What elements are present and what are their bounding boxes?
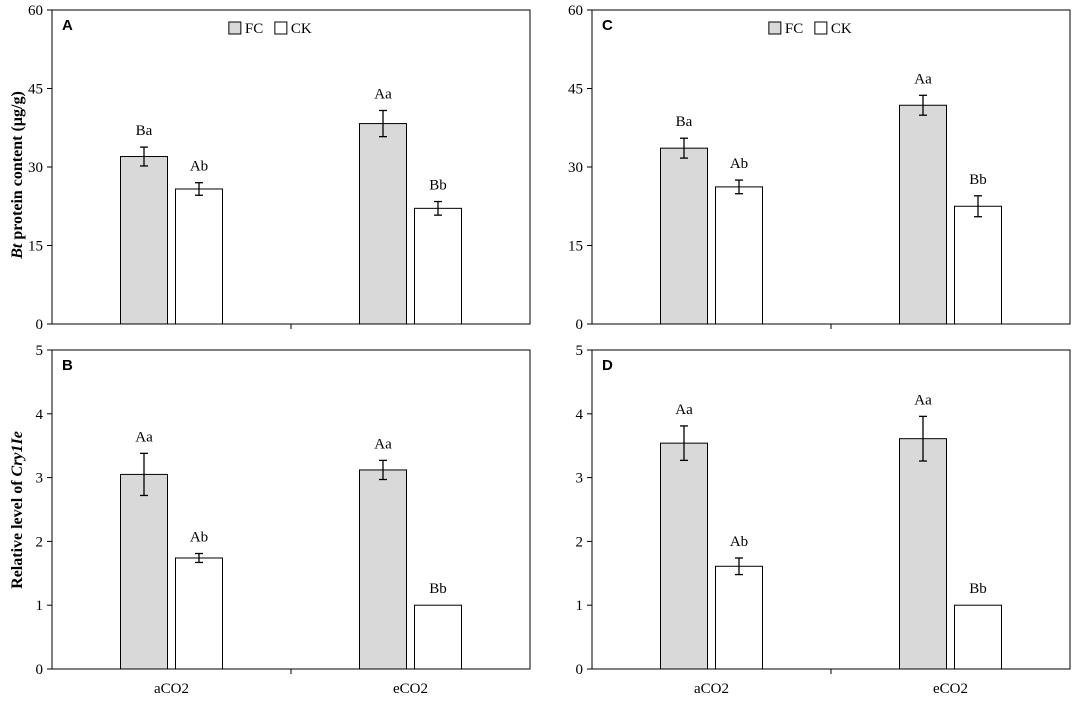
significance-label: Ba <box>676 114 693 130</box>
y-tick-label: 30 <box>28 160 43 176</box>
x-tick-label-eco2: eCO2 <box>933 681 968 697</box>
legend-swatch-ck <box>274 21 288 35</box>
legend-swatch-fc <box>768 21 782 35</box>
significance-label: Bb <box>969 581 987 597</box>
legend-label-fc: FC <box>785 21 803 37</box>
bar-ck-eco2 <box>954 205 1002 325</box>
y-tick-label: 1 <box>576 598 584 614</box>
bar-ck-eco2 <box>414 207 462 325</box>
panel-d: 0 1 2 3 4 5 Aa Ab aCO2 Aa Bb eCO2 D <box>576 343 1071 697</box>
significance-label: Aa <box>374 86 392 102</box>
y-tick-label: 60 <box>568 3 583 19</box>
panel-a: 0 15 30 45 60 Ba Ab Aa Bb A FC CK <box>28 3 531 333</box>
bar-ck-eco2 <box>414 604 462 670</box>
bar-ck-eco2 <box>954 604 1002 670</box>
bar-fc-aco2 <box>120 156 168 325</box>
bar-ck-aco2 <box>715 565 763 670</box>
bar-fc-eco2 <box>899 438 947 670</box>
significance-label: Bb <box>429 581 447 597</box>
y-tick-label: 60 <box>28 3 43 19</box>
significance-label: Bb <box>429 178 447 194</box>
significance-label: Bb <box>969 172 987 188</box>
y-tick-label: 30 <box>568 160 583 176</box>
panel-c: 0 15 30 45 60 Ba Ab Aa Bb C FC CK <box>568 3 1071 333</box>
panel-letter: A <box>62 17 73 34</box>
y-axis-label-bottom: Relative level of Cry1Ie <box>9 431 26 589</box>
significance-label: Ab <box>190 530 208 546</box>
y-tick-label: 3 <box>36 471 44 487</box>
y-tick-label: 15 <box>568 239 583 255</box>
y-tick-label: 5 <box>36 343 44 359</box>
panel-letter: B <box>62 357 73 374</box>
significance-label: Aa <box>135 429 153 445</box>
y-tick-label: 0 <box>36 317 44 333</box>
y-tick-label: 45 <box>568 82 583 98</box>
legend-label-fc: FC <box>245 21 263 37</box>
bar-fc-aco2 <box>660 442 708 670</box>
legend-swatch-fc <box>228 21 242 35</box>
significance-label: Aa <box>374 436 392 452</box>
significance-label: Ab <box>190 159 208 175</box>
bar-fc-eco2 <box>899 104 947 325</box>
bar-fc-aco2 <box>660 147 708 325</box>
legend-label-ck: CK <box>831 21 852 37</box>
y-tick-label: 15 <box>28 239 43 255</box>
y-tick-label: 1 <box>36 598 44 614</box>
x-tick-label-aco2: aCO2 <box>694 681 729 697</box>
y-tick-label: 5 <box>576 343 584 359</box>
y-tick-label: 45 <box>28 82 43 98</box>
y-label-top-italic: Bt <box>9 243 26 260</box>
significance-label: Ab <box>730 534 748 550</box>
legend-label-ck: CK <box>291 21 312 37</box>
y-tick-label: 0 <box>576 662 584 678</box>
bar-fc-eco2 <box>359 123 407 325</box>
y-tick-label: 3 <box>576 471 584 487</box>
significance-label: Ba <box>136 123 153 139</box>
y-label-bottom-text: Relative level of <box>9 476 26 588</box>
bar-ck-aco2 <box>175 557 223 670</box>
bar-fc-aco2 <box>120 473 168 670</box>
bar-ck-aco2 <box>175 188 223 325</box>
y-tick-label: 0 <box>36 662 44 678</box>
bar-ck-aco2 <box>715 186 763 325</box>
x-tick-label-eco2: eCO2 <box>393 681 428 697</box>
significance-label: Aa <box>675 402 693 418</box>
panel-b: 0 1 2 3 4 5 Aa Ab aCO2 Aa Bb eCO2 B <box>36 343 531 697</box>
significance-label: Ab <box>730 156 748 172</box>
x-tick-label-aco2: aCO2 <box>154 681 189 697</box>
significance-label: Aa <box>914 392 932 408</box>
y-label-bottom-italic: Cry1Ie <box>9 431 26 476</box>
y-tick-label: 4 <box>576 407 584 423</box>
y-axis-label-top: Bt protein content (µg/g) <box>9 91 26 260</box>
y-tick-label: 4 <box>36 407 44 423</box>
legend-swatch-ck <box>814 21 828 35</box>
y-tick-label: 2 <box>576 534 584 550</box>
significance-label: Aa <box>914 71 932 87</box>
panel-letter: C <box>602 17 613 34</box>
y-label-top-text: protein content (µg/g) <box>9 91 26 243</box>
y-tick-label: 2 <box>36 534 44 550</box>
panel-letter: D <box>602 357 613 374</box>
y-tick-label: 0 <box>576 317 584 333</box>
bar-fc-eco2 <box>359 469 407 670</box>
